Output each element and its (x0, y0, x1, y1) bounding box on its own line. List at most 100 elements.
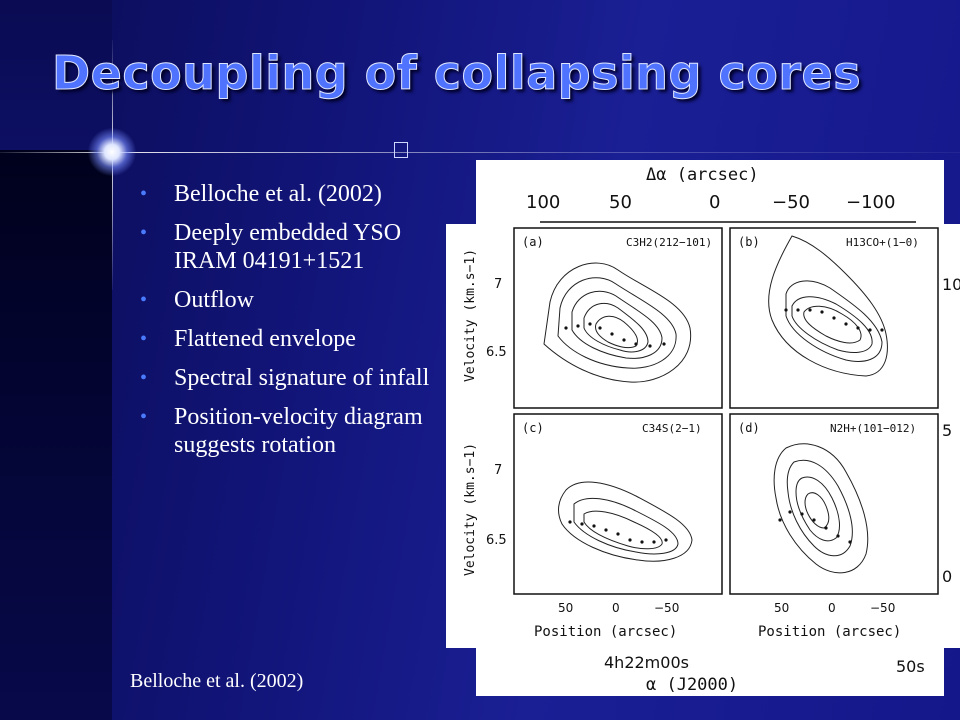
data-point (616, 532, 620, 536)
bottom-tick: 50s (896, 657, 925, 676)
figure-caption: Belloche et al. (2002) (130, 670, 304, 692)
x-tick: −50 (870, 601, 895, 615)
panel-tag: (d) (738, 421, 760, 435)
data-point (788, 510, 792, 514)
top-tick: −100 (846, 192, 895, 213)
data-point (784, 308, 788, 312)
light-flare-icon (88, 128, 136, 176)
data-point (820, 310, 824, 314)
x-tick: −50 (654, 601, 679, 615)
bullet-text: Belloche et al. (2002) (174, 181, 382, 207)
bullet-icon: • (140, 183, 148, 205)
contour-line (773, 443, 869, 574)
decorative-horizontal-line (0, 152, 960, 153)
data-point (662, 342, 666, 346)
panel-tag: (c) (522, 421, 544, 435)
left-band (0, 150, 112, 720)
data-point (640, 540, 644, 544)
y-axis-label: Velocity (km.s−1) (463, 443, 478, 576)
placeholder-glyph-icon (394, 142, 408, 158)
y-axis-label: Velocity (km.s−1) (463, 249, 478, 382)
bullet-text: Flattened envelope (174, 326, 356, 352)
contour-line (785, 280, 883, 362)
contour-line (803, 305, 862, 344)
bullet-item: • Belloche et al. (2002) (140, 180, 440, 208)
bottom-axis-label: α (J2000) (646, 675, 738, 695)
data-point (564, 326, 568, 330)
data-point (880, 328, 884, 332)
data-point (796, 308, 800, 312)
data-point (848, 540, 852, 544)
y-tick: 6.5 (486, 533, 507, 548)
data-point (568, 520, 572, 524)
data-point (588, 322, 592, 326)
y-tick: 7 (494, 463, 502, 478)
contour-line (583, 302, 649, 353)
bullet-text: Deeply embedded YSO IRAM 04191+1521 (174, 220, 402, 274)
contour-line (571, 290, 663, 359)
panel-b-frame (729, 227, 939, 409)
panel-d-points (778, 510, 852, 544)
bullet-text: Outflow (174, 287, 254, 313)
slide-title: Decoupling of collapsing cores (52, 46, 862, 101)
data-point (648, 344, 652, 348)
panel-c-contours (558, 481, 693, 562)
right-tick: 5 (942, 421, 952, 440)
contour-line (557, 277, 677, 369)
contour-line (768, 235, 888, 377)
panel-b-points (784, 308, 884, 332)
bullet-text: Spectral signature of infall (174, 365, 430, 391)
map-figure-svg: Δα (arcsec) 100 50 0 −50 −100 50s 4h22m0… (526, 165, 925, 695)
bullet-item: • Outflow (140, 286, 440, 314)
top-tick: 100 (526, 192, 560, 213)
bullet-item: • Flattened envelope (140, 325, 440, 353)
data-point (580, 522, 584, 526)
data-point (576, 324, 580, 328)
panel-c-points (568, 520, 668, 544)
data-point (628, 538, 632, 542)
contour-line (786, 459, 853, 557)
bullet-text: Position-velocity diagram suggests rotat… (174, 404, 423, 458)
data-point (604, 528, 608, 532)
x-axis-label: Position (arcsec) (758, 624, 901, 640)
bullet-icon: • (140, 328, 148, 350)
bullet-item: • Spectral signature of infall (140, 364, 440, 392)
contour-line (795, 476, 840, 542)
bullet-icon: • (140, 367, 148, 389)
data-point (634, 342, 638, 346)
top-tick: 50 (609, 192, 632, 213)
y-tick: 6.5 (486, 345, 507, 360)
data-point (664, 538, 668, 542)
data-point (868, 328, 872, 332)
top-tick: 0 (709, 192, 720, 213)
contour-line (791, 296, 873, 353)
data-point (610, 332, 614, 336)
panel-a-points (564, 322, 666, 348)
panel-line-label: C34S(2−1) (642, 422, 702, 435)
bullet-icon: • (140, 289, 148, 311)
panel-a-contours (543, 262, 692, 383)
top-tick: −50 (772, 192, 810, 213)
data-point (598, 326, 602, 330)
pv-figure-svg: 10 5 0 (a) C3H2(212−101) (b) H13CO+(1−0)… (463, 227, 960, 640)
contour-line (558, 481, 693, 562)
y-tick: 7 (494, 277, 502, 292)
left-band-top (0, 0, 112, 150)
contour-line (583, 510, 663, 550)
panel-c-frame (513, 413, 723, 595)
data-point (592, 524, 596, 528)
data-point (622, 338, 626, 342)
data-point (844, 322, 848, 326)
panel-d-contours (773, 443, 869, 574)
data-point (800, 512, 804, 516)
panel-a-frame (513, 227, 723, 409)
data-point (812, 518, 816, 522)
panel-tag: (b) (738, 235, 760, 249)
x-tick: 50 (774, 601, 789, 615)
x-tick: 50 (558, 601, 573, 615)
bullet-list: • Belloche et al. (2002) • Deeply embedded… (140, 180, 440, 470)
top-axis-label: Δα (arcsec) (646, 165, 759, 185)
right-tick: 10 (942, 275, 960, 294)
panel-b-contours (768, 235, 888, 377)
pv-figure: 10 5 0 (a) C3H2(212−101) (b) H13CO+(1−0)… (446, 224, 960, 648)
